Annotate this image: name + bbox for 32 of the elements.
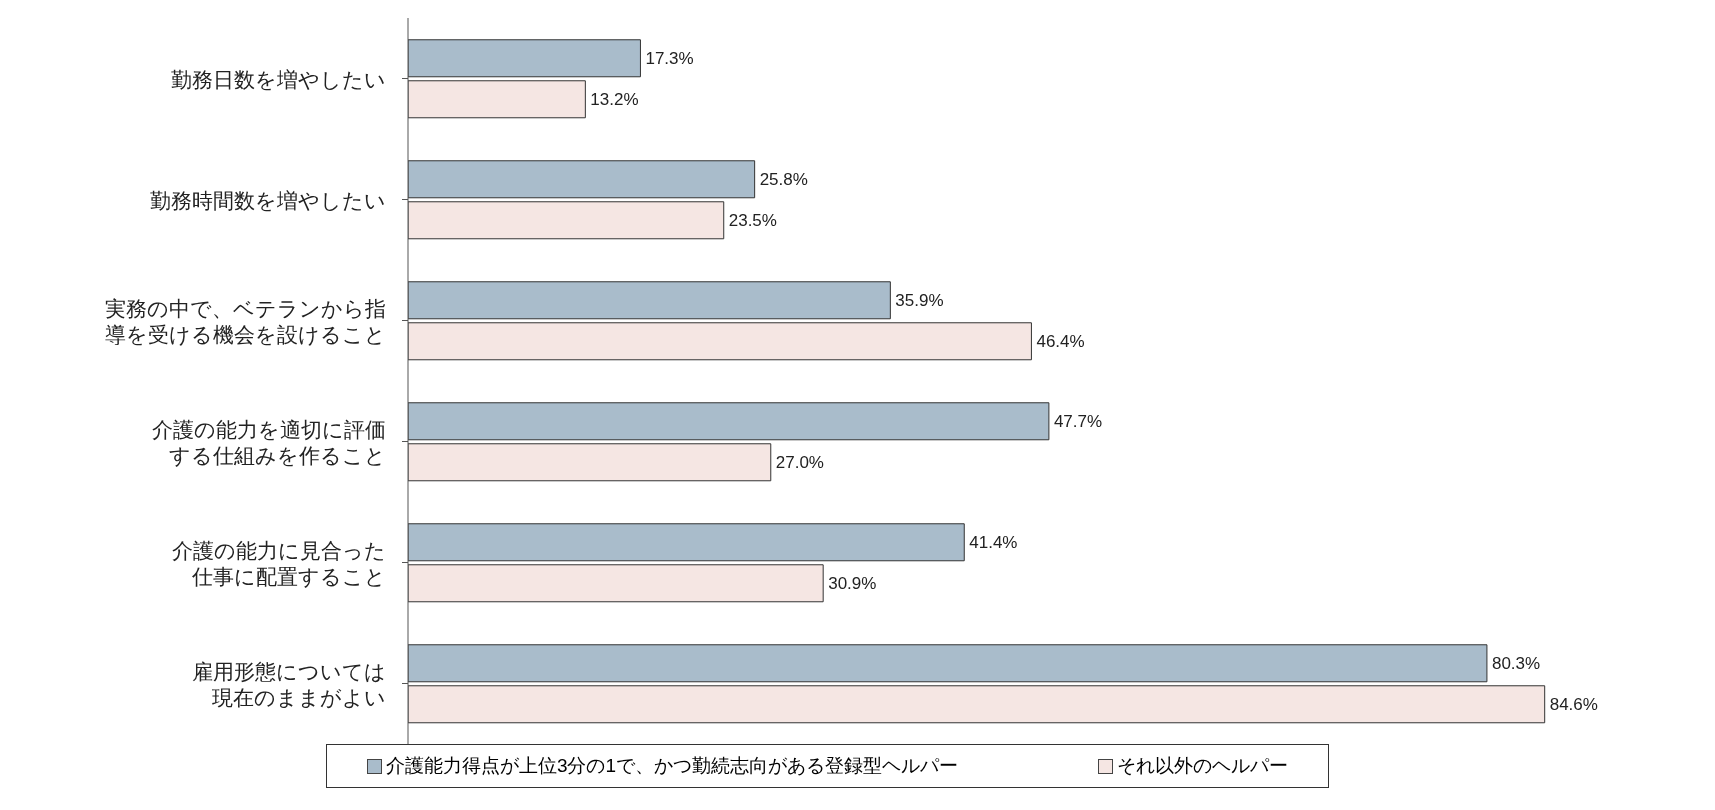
data-label: 30.9% (828, 574, 877, 594)
y-tick-label: 勤務時間数を増やしたい (150, 188, 386, 211)
legend-label: 介護能力得点が上位3分の1で、かつ勤続志向がある登録型ヘルパー (385, 754, 959, 778)
bar (408, 322, 1032, 361)
y-tick-label: 雇用形態については現在のままがよい (192, 659, 386, 708)
bar (408, 402, 1050, 441)
data-label: 47.7% (1053, 412, 1103, 432)
data-label: 23.5% (728, 211, 777, 231)
bar (408, 39, 641, 78)
data-label: 46.4% (1036, 332, 1085, 352)
bar (408, 201, 725, 240)
bar (408, 281, 891, 320)
data-label: 41.4% (969, 533, 1018, 553)
data-label: 27.0% (775, 453, 824, 473)
bar (408, 564, 824, 603)
data-label: 13.2% (590, 90, 639, 110)
data-label: 25.8% (759, 170, 808, 190)
y-tick-label: 介護の能力に見合った仕事に配置すること (172, 538, 386, 587)
bar (408, 644, 1488, 683)
y-tick-label: 実務の中で、ベテランから指導を受ける機会を設けること (105, 296, 386, 345)
bar (408, 80, 586, 119)
bar (408, 160, 756, 199)
bar (408, 443, 772, 482)
data-label: 84.6% (1549, 695, 1598, 715)
bar (408, 523, 965, 562)
y-tick-label: 勤務日数を増やしたい (171, 67, 386, 90)
data-label: 35.9% (895, 291, 944, 311)
y-tick-label: 介護の能力を適切に評価する仕組みを作ること (152, 417, 386, 466)
legend-label: それ以外のヘルパー (1117, 754, 1289, 778)
data-label: 17.3% (645, 49, 694, 69)
data-label: 80.3% (1491, 654, 1541, 674)
bar (408, 685, 1546, 724)
